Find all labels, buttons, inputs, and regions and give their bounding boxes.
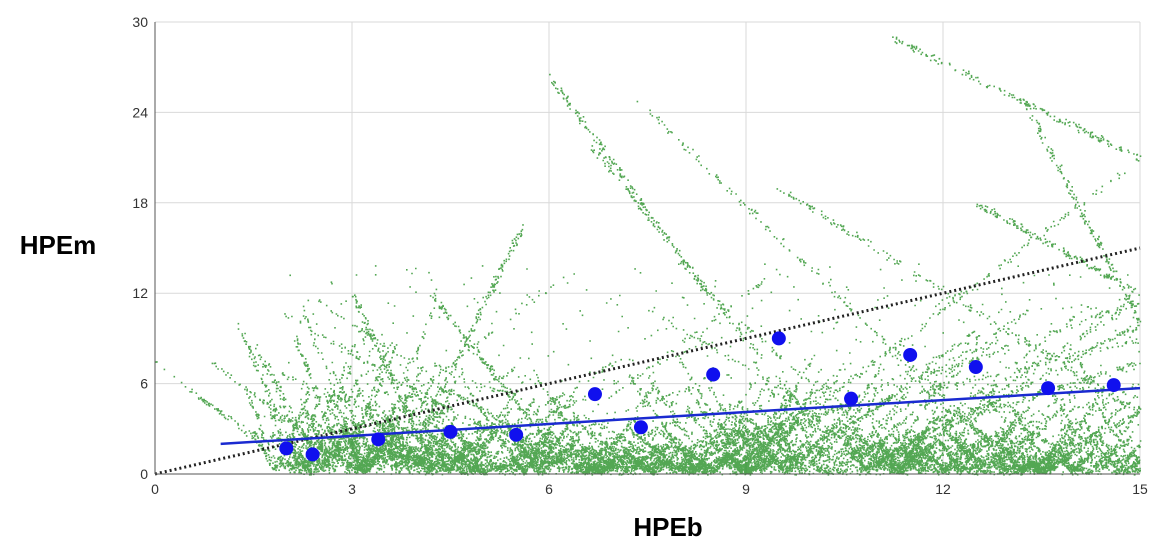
y-tick-label: 0 xyxy=(140,466,148,482)
binned-point xyxy=(509,427,524,442)
scatter-cloud xyxy=(155,36,1142,476)
x-tick-label: 15 xyxy=(1132,481,1148,497)
x-axis-title: HPEb xyxy=(633,512,702,542)
binned-point xyxy=(633,420,648,435)
binned-point xyxy=(844,391,859,406)
y-tick-label: 6 xyxy=(140,376,148,392)
binned-point xyxy=(771,331,786,346)
binned-point xyxy=(706,367,721,382)
y-tick-label: 30 xyxy=(132,14,148,30)
x-tick-label: 0 xyxy=(151,481,159,497)
x-tick-labels: 0 3 6 9 12 15 xyxy=(151,481,1148,497)
reference-line xyxy=(154,246,1141,476)
x-tick-label: 3 xyxy=(348,481,356,497)
x-tick-label: 9 xyxy=(742,481,750,497)
x-tick-label: 12 xyxy=(935,481,951,497)
y-tick-label: 12 xyxy=(132,285,148,301)
binned-point xyxy=(968,360,983,375)
binned-point xyxy=(443,424,458,439)
scatter-points xyxy=(155,36,1142,476)
binned-point xyxy=(1041,381,1056,396)
binned-point xyxy=(305,447,320,462)
y-tick-labels: 0 6 12 18 24 30 xyxy=(132,14,148,482)
binned-point xyxy=(587,387,602,402)
x-tick-label: 6 xyxy=(545,481,553,497)
reference-line-group xyxy=(154,246,1141,476)
binned-point xyxy=(1106,378,1121,393)
binned-points xyxy=(279,331,1121,462)
axes xyxy=(154,22,1140,475)
binned-point xyxy=(903,347,918,362)
binned-point xyxy=(371,432,386,447)
binned-point xyxy=(279,441,294,456)
y-axis-title: HPEm xyxy=(20,230,97,260)
y-tick-label: 18 xyxy=(132,195,148,211)
y-tick-label: 24 xyxy=(132,104,148,120)
